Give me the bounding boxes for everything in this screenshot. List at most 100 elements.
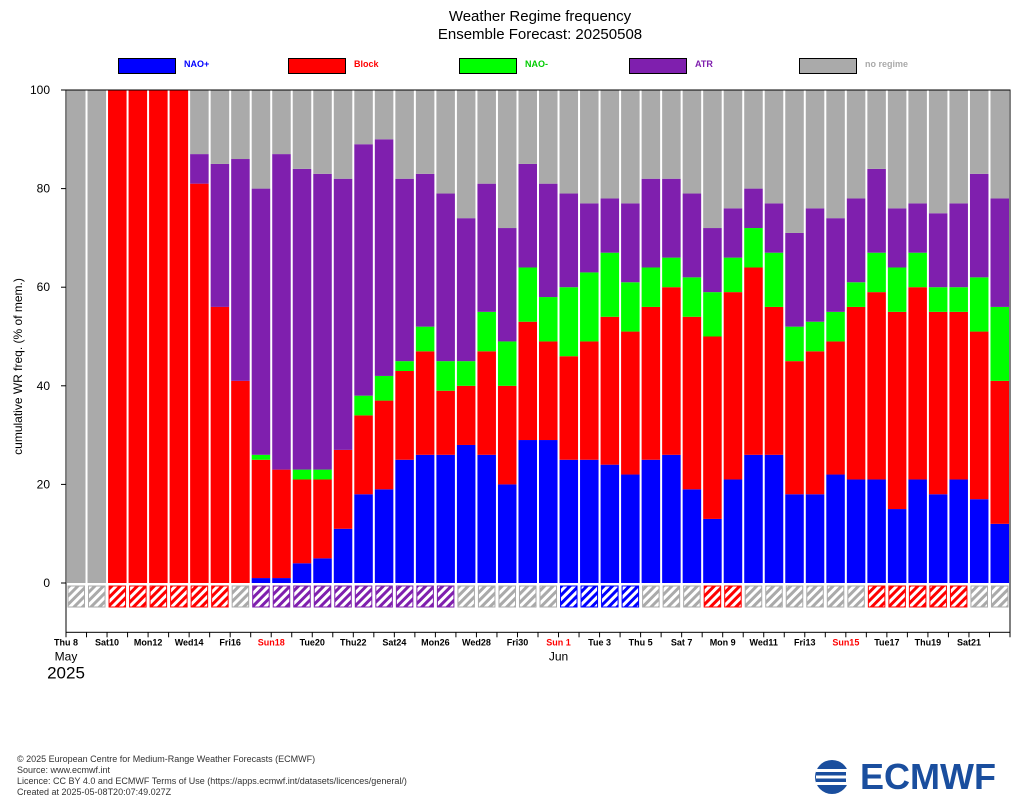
bar-segment — [415, 173, 435, 327]
bar-segment — [559, 193, 579, 288]
bar-segment — [764, 252, 784, 307]
x-month-label: Jun — [549, 649, 568, 663]
chart-subtitle: Ensemble Forecast: 20250508 — [437, 26, 643, 43]
x-tick-label: Mon26 — [421, 637, 450, 647]
bar-segment — [887, 267, 907, 312]
x-tick-label: Thu19 — [915, 637, 942, 647]
bar-segment — [559, 90, 579, 194]
dominant-regime-marker — [949, 585, 968, 608]
bar-segment — [682, 90, 702, 194]
bar-segment — [518, 440, 537, 583]
x-tick-label: Fri30 — [507, 637, 529, 647]
bar-segment — [723, 257, 743, 293]
bar-segment — [395, 371, 414, 460]
axes-layer: 0 20 40 60 80 100 cumulative WR freq. (% of me… — [11, 83, 1011, 682]
bar-segment — [580, 90, 599, 204]
dominant-regime-marker — [293, 585, 311, 608]
dominant-regime-marker — [847, 585, 865, 608]
footer-copyright: © 2025 European Centre for Medium-Range … — [17, 754, 316, 764]
bar-segment — [313, 90, 332, 174]
bar-segment — [928, 494, 948, 583]
x-tick-label: Mon12 — [134, 637, 163, 647]
bar-segment — [969, 277, 989, 332]
x-tick-label: Fri13 — [794, 637, 816, 647]
x-tick-label: Sun 1 — [546, 637, 571, 647]
bar-segment — [190, 183, 209, 584]
bar-segment — [826, 218, 845, 312]
bar-segment — [539, 297, 558, 342]
bar-segment — [395, 459, 414, 583]
bar-segment — [374, 139, 394, 376]
bar-segment — [785, 326, 804, 362]
dominant-regime-marker — [313, 585, 332, 608]
bar-segment — [128, 90, 148, 583]
bar-segment — [662, 90, 681, 179]
bar-segment — [374, 90, 394, 140]
bar-segment — [251, 454, 271, 460]
bar-segment — [497, 90, 517, 229]
bar-segment — [292, 563, 312, 583]
bar-segment — [272, 578, 291, 583]
legend-label: NAO+ — [184, 59, 210, 69]
bar-segment — [908, 252, 927, 288]
bar-segment — [374, 400, 394, 490]
dominant-regime-marker — [929, 585, 947, 608]
bar-segment — [949, 287, 968, 312]
bar-segment — [313, 558, 332, 583]
dominant-regime-marker — [990, 585, 1009, 608]
bar-segment — [805, 321, 825, 352]
x-tick-label: Tue20 — [300, 637, 325, 647]
y-tick-label: 100 — [30, 83, 50, 97]
bar-segment — [662, 257, 681, 288]
bar-segment — [846, 90, 866, 199]
dominant-regime-marker — [354, 585, 373, 608]
dominant-regime-marker — [252, 585, 270, 608]
bars-layer — [66, 90, 1010, 633]
bar-segment — [744, 228, 763, 268]
dominant-regime-marker — [211, 585, 229, 608]
y-tick-label: 60 — [37, 280, 51, 294]
bar-segment — [785, 494, 804, 583]
chart-svg: 0 20 40 60 80 100 cumulative WR freq. (% of me… — [11, 83, 1011, 682]
bar-segment — [887, 90, 907, 209]
dominant-regime-marker — [416, 585, 434, 608]
bar-segment — [846, 282, 866, 307]
bar-segment — [621, 331, 640, 475]
bar-segment — [662, 178, 681, 258]
dominant-regime-marker — [190, 585, 209, 608]
bar-segment — [354, 494, 373, 583]
bar-segment — [969, 173, 989, 278]
bar-segment — [785, 232, 804, 327]
bar-segment — [682, 277, 702, 317]
bar-segment — [539, 341, 558, 441]
dominant-regime-marker — [477, 585, 496, 608]
bar-segment — [908, 203, 927, 253]
bar-segment — [908, 90, 927, 204]
bar-segment — [67, 90, 86, 583]
dominant-regime-marker — [601, 585, 619, 608]
bar-segment — [826, 311, 845, 342]
footer-licence: Licence: CC BY 4.0 and ECMWF Terms of Us… — [17, 776, 407, 786]
footer-source: Source: www.ecmwf.int — [17, 765, 111, 775]
x-tick-label: Sat24 — [382, 637, 406, 647]
bar-segment — [764, 306, 784, 455]
bar-segment — [969, 331, 989, 500]
ecmwf-logo-text: ECMWF — [860, 756, 996, 797]
bar-segment — [908, 479, 927, 583]
x-tick-label: Fri16 — [219, 637, 241, 647]
bar-segment — [272, 469, 291, 579]
dominant-regime-marker — [88, 585, 106, 608]
bar-segment — [354, 395, 373, 416]
bar-segment — [559, 287, 579, 357]
bar-segment — [477, 183, 496, 312]
dominant-regime-marker — [970, 585, 988, 608]
bar-segment — [703, 228, 722, 293]
bar-segment — [251, 188, 271, 455]
bar-segment — [867, 90, 886, 169]
bar-segment — [600, 90, 620, 199]
bar-segment — [456, 361, 476, 386]
y-axis-label: cumulative WR freq. (% of mem.) — [11, 278, 25, 455]
bar-segment — [928, 311, 948, 495]
bar-segment — [600, 252, 620, 317]
bar-segment — [87, 90, 107, 583]
